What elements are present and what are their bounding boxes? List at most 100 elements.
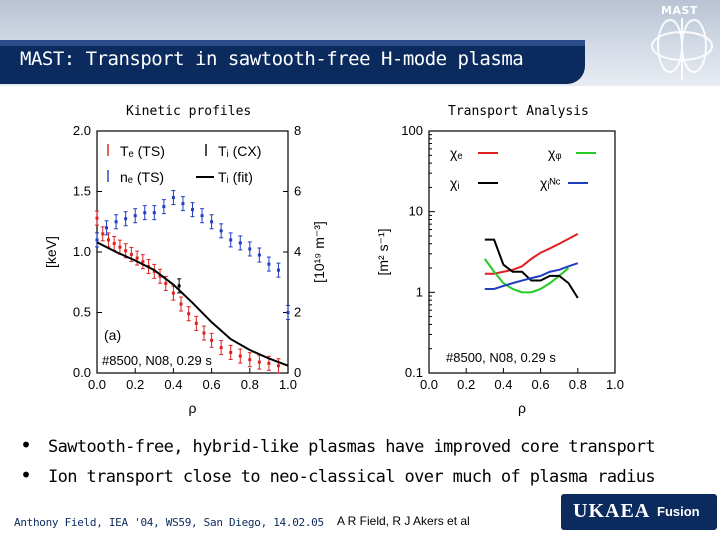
data-point	[105, 226, 109, 230]
data-point	[286, 311, 290, 314]
series-line	[484, 262, 579, 290]
data-point	[124, 249, 128, 253]
data-point	[124, 217, 128, 221]
kinetic-profiles-chart: 0.0 0.2 0.4 0.6 0.8 1.0 0.0 0.5 1.0 1.5 2.0 0 2 4 6 8 ρ […	[43, 123, 327, 416]
series-line	[484, 238, 579, 299]
y-tick-label-left: 1.5	[73, 184, 91, 199]
data-point	[162, 205, 166, 209]
legend-label: Tₑ (TS)	[120, 143, 165, 159]
footer-citation: Anthony Field, IEA '04, WS59, San Diego,…	[14, 516, 324, 529]
data-point	[276, 364, 280, 368]
y-tick-label-right: 0	[294, 365, 301, 380]
bullet-2: • Ion transport close to neo-classical ov…	[20, 463, 656, 487]
plot-frame	[428, 130, 616, 374]
data-point	[164, 281, 168, 285]
data-point	[95, 216, 99, 220]
mast-logo-text: MAST	[661, 4, 698, 17]
data-point	[158, 274, 162, 278]
x-tick-label: 1.0	[279, 377, 297, 392]
data-point	[171, 196, 175, 200]
legend-label: Tᵢ (fit)	[218, 169, 253, 185]
x-tick-label: 0.4	[494, 377, 512, 392]
data-point	[219, 229, 223, 233]
legend-label: Tᵢ (CX)	[218, 143, 261, 159]
data-point	[194, 321, 198, 325]
data-point	[129, 252, 133, 256]
y-tick-label: 1	[416, 284, 423, 299]
data-point	[95, 238, 99, 242]
data-point	[171, 291, 175, 295]
data-point	[202, 331, 206, 335]
series-line	[96, 241, 289, 367]
data-point	[118, 245, 122, 249]
mast-logo-icon	[651, 18, 713, 80]
panel-tag: (a)	[104, 327, 121, 343]
data-point	[112, 242, 116, 246]
shot-annotation: #8500, N08, 0.29 s	[102, 353, 212, 368]
x-tick-label: 0.4	[164, 377, 182, 392]
data-point	[143, 211, 147, 215]
y-tick-label-left: 0.0	[73, 365, 91, 380]
data-point	[114, 220, 118, 224]
ukaea-fusion-logo: UKAEA Fusion	[561, 494, 717, 530]
data-point	[210, 338, 214, 342]
data-point	[276, 268, 280, 272]
x-tick-label: 0.8	[569, 377, 587, 392]
kinetic-profiles-label: Kinetic profiles	[126, 104, 252, 119]
data-point	[229, 350, 233, 354]
x-tick-label: 0.0	[420, 377, 438, 392]
shot-annotation: #8500, N08, 0.29 s	[446, 350, 556, 365]
data-point	[101, 232, 105, 236]
x-axis-label: ρ	[518, 400, 526, 416]
x-tick-label: 0.0	[88, 377, 106, 392]
data-point	[238, 354, 242, 358]
series-line	[483, 258, 570, 294]
y-tick-label-right: 2	[294, 305, 301, 320]
x-tick-label: 0.2	[126, 377, 144, 392]
data-point	[248, 247, 252, 251]
legend-label: χₑ	[450, 145, 463, 161]
ukaea-brand-sub: Fusion	[657, 504, 700, 519]
title-bar	[0, 40, 585, 84]
x-tick-label: 0.8	[241, 377, 259, 392]
data-point	[135, 256, 139, 260]
x-tick-label: 0.6	[532, 377, 550, 392]
data-point	[210, 220, 214, 224]
data-point	[152, 211, 156, 215]
data-point	[248, 358, 252, 362]
data-point	[106, 238, 110, 242]
bullet-2-text: Ion transport close to neo-classical ove…	[48, 467, 656, 487]
y-axis-label-left: [keV]	[43, 236, 59, 268]
y-tick-label: 10	[409, 204, 423, 219]
slide-title: MAST: Transport in sawtooth-free H-mode …	[20, 48, 524, 70]
x-axis-label: ρ	[189, 400, 197, 416]
series-line	[484, 233, 579, 275]
transport-analysis-chart: 0.0 0.2 0.4 0.6 0.8 1.0 0.1 1 10 100 ρ [m² s⁻¹] χₑ χᵩ…	[375, 123, 624, 416]
data-point	[257, 253, 261, 257]
data-point	[181, 202, 185, 206]
legend-label: χᵢᴺᶜ	[540, 175, 561, 191]
ukaea-brand: UKAEA	[573, 500, 651, 522]
bullet-1: • Sawtooth-free, hybrid-like plasmas have…	[20, 433, 656, 457]
x-tick-label: 1.0	[606, 377, 624, 392]
y-tick-label-left: 0.5	[73, 305, 91, 320]
data-point	[133, 214, 137, 218]
y-tick-label: 100	[401, 123, 423, 138]
data-point	[267, 361, 271, 365]
data-point	[229, 238, 233, 242]
legend-label: χᵢ	[450, 175, 460, 191]
data-point	[141, 260, 145, 264]
data-point	[267, 262, 271, 266]
transport-analysis-label: Transport Analysis	[448, 104, 589, 119]
y-tick-label-right: 6	[294, 184, 301, 199]
data-point	[257, 360, 261, 364]
bullet-dot: •	[20, 433, 32, 457]
y-tick-label-left: 1.0	[73, 244, 91, 259]
data-point	[200, 214, 204, 218]
legend-label: χᵩ	[548, 145, 562, 161]
y-axis-label: [m² s⁻¹]	[375, 228, 391, 275]
data-point	[191, 208, 194, 212]
legend-label: nₑ (TS)	[120, 169, 164, 185]
x-tick-label: 0.6	[203, 377, 221, 392]
y-tick-label-right: 4	[294, 244, 301, 259]
